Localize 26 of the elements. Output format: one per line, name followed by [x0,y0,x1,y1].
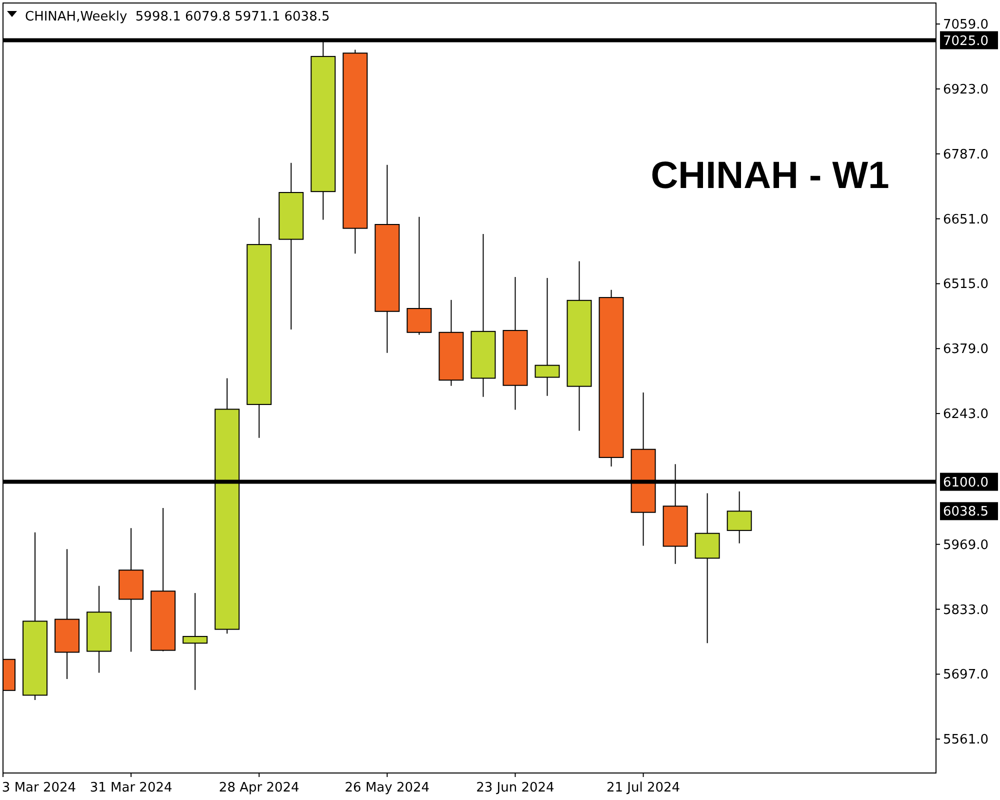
y-tick-label: 6923.0 [943,82,988,98]
y-tick-label: 6243.0 [943,407,988,422]
candlestick [406,216,432,336]
ref-line-label: 7025.0 [943,34,988,49]
y-tick-label: 5969.0 [943,538,988,553]
y-tick-label: 6651.0 [943,212,988,228]
text: 6038.5 [943,504,988,520]
y-tick-label: 5697.0 [943,668,988,683]
y-tick-label: 5561.0 [943,732,988,748]
x-tick-label: 28 Apr 2024 [218,780,300,796]
x-tick-label: 23 Jun 2024 [476,780,554,796]
x-tick-label: 3 Mar 2024 [2,780,76,796]
x-tick-label: 21 Jul 2024 [606,780,680,796]
candlestick [534,277,560,396]
y-tick-label: 7059.0 [943,18,988,33]
x-tick-label: 31 Mar 2024 [90,780,172,796]
ref-line-label: 6100.0 [943,475,988,490]
annotation: CHINAH - W1 [650,155,890,197]
y-tick-label: 6379.0 [943,342,988,358]
y-tick-label: 6787.0 [943,147,988,162]
y-tick-label: 6515.0 [943,277,988,292]
candlestick [182,592,208,690]
x-tick-label: 26 May 2024 [344,780,430,796]
candlestick [726,490,752,544]
text: CHINAH,Weekly 5998.1 6079.8 5971.1 6038.5 [25,10,330,25]
y-tick-label: 5833.0 [943,602,988,618]
